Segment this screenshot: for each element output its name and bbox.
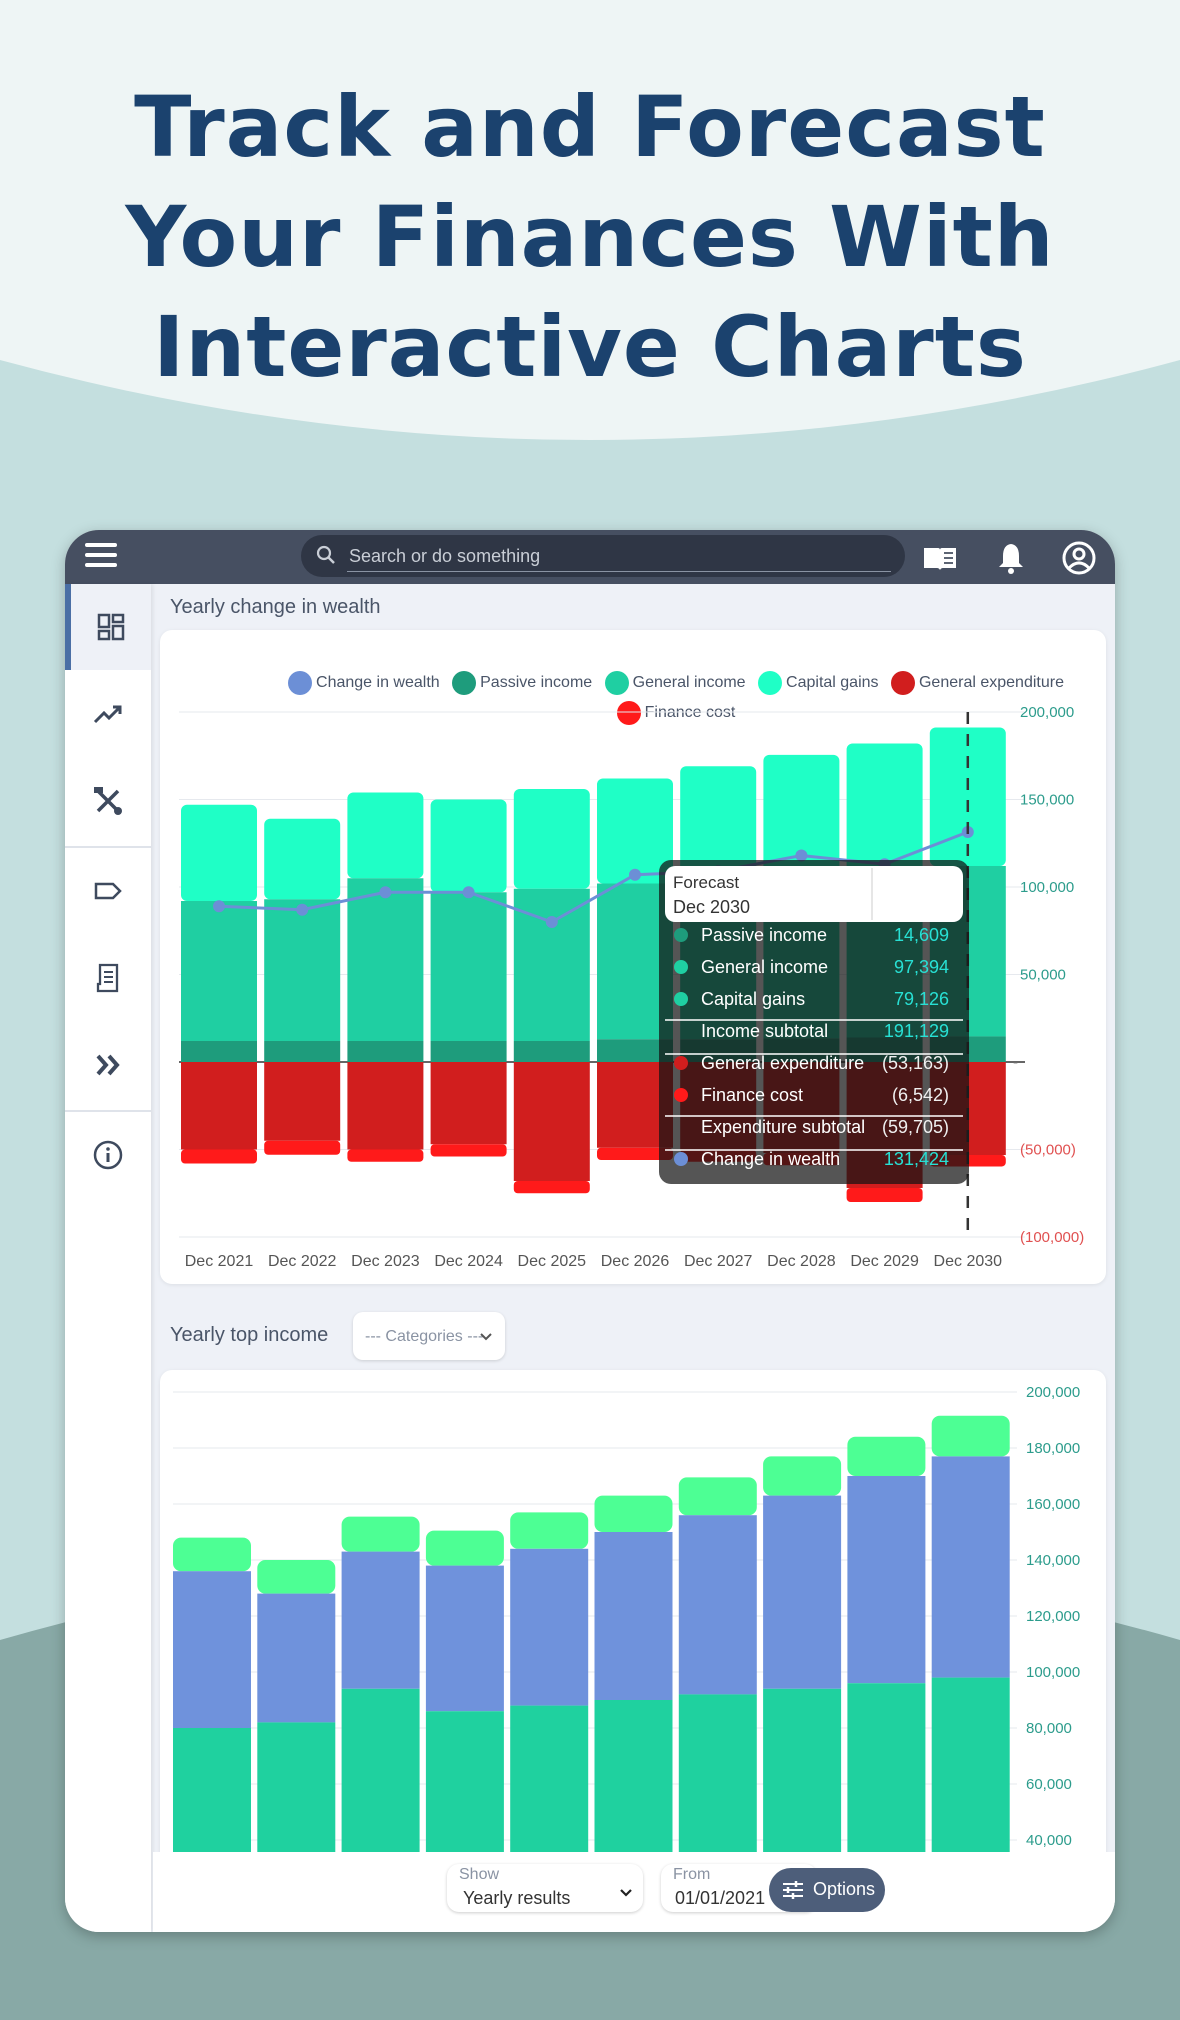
- legend-swatch: [616, 700, 641, 725]
- legend-item[interactable]: General income: [604, 668, 746, 698]
- top-income-section-title: Yearly top income: [170, 1324, 329, 1346]
- tools-icon: [94, 787, 122, 815]
- chevron-down-icon: [620, 1889, 632, 1897]
- tag-icon: [94, 882, 122, 900]
- from-value: 01/01/2021: [675, 1888, 766, 1908]
- double-chevron-icon: [96, 1054, 120, 1076]
- show-label: Show: [459, 1866, 500, 1883]
- bottom-bar: Show Yearly results From 01/01/2021 Opti…: [153, 1852, 1115, 1932]
- chevron-down-icon: [480, 1333, 492, 1341]
- options-button-label: Options: [813, 1879, 876, 1899]
- top-bar: [65, 530, 1115, 584]
- headline-line-1: Track and Forecast: [134, 78, 1046, 176]
- show-select[interactable]: Show Yearly results: [447, 1864, 643, 1912]
- legend-item[interactable]: Finance cost: [616, 698, 736, 728]
- legend-item[interactable]: Change in wealth: [288, 668, 440, 698]
- options-button[interactable]: Options: [769, 1868, 885, 1912]
- dashboard-icon: [97, 613, 125, 641]
- search-input[interactable]: [347, 541, 891, 572]
- legend-swatch: [890, 670, 915, 695]
- legend-swatch: [452, 670, 477, 695]
- legend-swatch: [288, 670, 313, 695]
- legend-label: General income: [632, 674, 746, 691]
- info-icon: [93, 1140, 123, 1170]
- category-select-value: --- Categories ---: [365, 1328, 484, 1345]
- hamburger-menu-icon[interactable]: [85, 543, 117, 571]
- legend-swatch: [758, 670, 783, 695]
- sidebar-item-more[interactable]: [65, 1022, 151, 1108]
- wealth-chart-card: Change in wealth Passive income General …: [160, 630, 1106, 1284]
- from-label: From: [673, 1866, 711, 1883]
- app-window: Yearly change in wealth Change in wealth…: [65, 530, 1115, 1932]
- wealth-section-title: Yearly change in wealth: [170, 596, 381, 618]
- search-bar[interactable]: [301, 535, 905, 577]
- headline-line-2: Your Finances With: [125, 188, 1055, 286]
- sidebar-item-tools[interactable]: [65, 758, 151, 844]
- sidebar-separator: [65, 846, 151, 848]
- legend-label: Capital gains: [786, 674, 879, 691]
- receipt-icon: [96, 963, 119, 993]
- legend-item[interactable]: Passive income: [452, 668, 592, 698]
- sidebar: [65, 584, 151, 1932]
- sidebar-separator: [65, 1110, 151, 1112]
- trending-up-icon: [93, 705, 122, 724]
- sidebar-item-dashboard[interactable]: [65, 584, 151, 670]
- top-income-chart-card: [160, 1370, 1106, 1930]
- legend-label: Change in wealth: [316, 674, 440, 691]
- sidebar-item-info[interactable]: [65, 1112, 151, 1198]
- bell-icon[interactable]: [991, 538, 1031, 578]
- sliders-icon: [783, 1881, 803, 1899]
- legend-label: General expenditure: [918, 674, 1064, 691]
- sidebar-item-tags[interactable]: [65, 848, 151, 934]
- legend-label: Passive income: [480, 674, 593, 691]
- wealth-chart-legend: Change in wealth Passive income General …: [256, 668, 1096, 728]
- sidebar-item-receipts[interactable]: [65, 935, 151, 1021]
- category-select[interactable]: --- Categories ---: [353, 1312, 505, 1360]
- show-value: Yearly results: [463, 1888, 571, 1908]
- legend-item[interactable]: General expenditure: [890, 668, 1064, 698]
- legend-swatch: [604, 670, 629, 695]
- sidebar-item-trends[interactable]: [65, 671, 151, 757]
- book-icon[interactable]: [920, 538, 960, 578]
- legend-item[interactable]: Capital gains: [758, 668, 879, 698]
- search-icon: [316, 545, 335, 564]
- headline: Track and Forecast Your Finances With In…: [0, 72, 1180, 402]
- legend-label: Finance cost: [644, 704, 736, 721]
- user-account-icon[interactable]: [1059, 538, 1099, 578]
- headline-line-3: Interactive Charts: [153, 298, 1027, 396]
